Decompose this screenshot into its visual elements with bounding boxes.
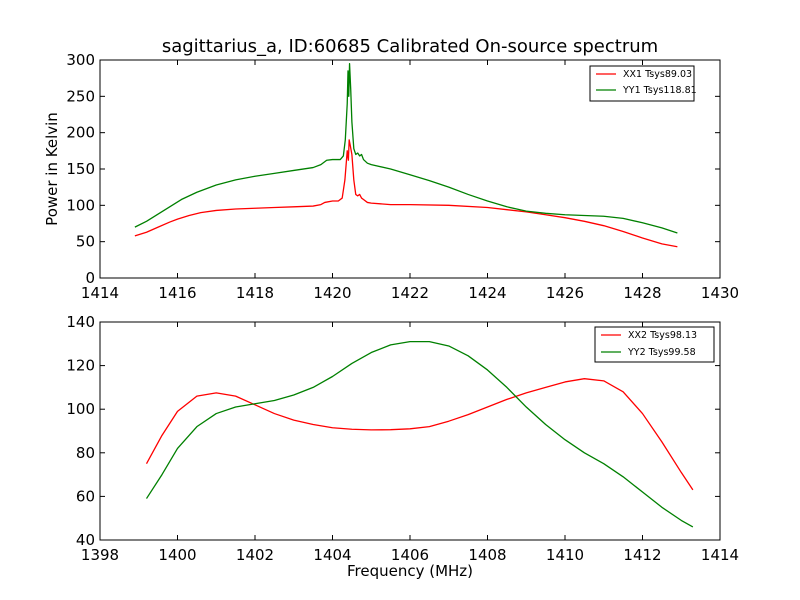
legend-label-xx1: XX1 Tsys89.03: [623, 69, 692, 80]
x-tick-label: 1402: [236, 546, 274, 564]
top-series-lines: [134, 62, 678, 248]
x-tick-label: 1410: [546, 546, 584, 564]
y-tick-label: 0: [85, 269, 95, 287]
x-tick-label: 1424: [468, 284, 506, 302]
y-tick-label: 250: [66, 87, 95, 105]
x-tick-label: 1400: [158, 546, 196, 564]
x-tick-label: 1404: [313, 546, 351, 564]
y-tick-label: 200: [66, 124, 95, 142]
y-tick-label: 140: [66, 313, 95, 331]
y-tick-label: 300: [66, 51, 95, 69]
top-legend-box: [589, 65, 695, 102]
x-tick-label: 1422: [391, 284, 429, 302]
top-spectrum-panel: sagittarius_a, ID:60685 Calibrated On-so…: [43, 36, 739, 302]
series-line: [145, 378, 694, 491]
y-tick-label: 100: [66, 196, 95, 214]
x-tick-label: 1428: [623, 284, 661, 302]
y-tick-label: 80: [76, 444, 95, 462]
legend-label-yy1: YY1 Tsys118.81: [622, 85, 697, 96]
legend-label-xx2: XX2 Tsys98.13: [628, 330, 697, 341]
legend-label-yy2: YY2 Tsys99.58: [627, 347, 696, 358]
bottom-series-lines: [145, 340, 694, 528]
top-axis-ticks: 1414 1416 1418 1420 1422 1424 1426 1428 1430 0 50 1…: [66, 51, 739, 302]
series-line: [134, 62, 678, 234]
y-tick-label: 40: [76, 531, 95, 549]
y-tick-label: 60: [76, 487, 95, 505]
x-tick-label: 1420: [313, 284, 351, 302]
y-tick-label: 100: [66, 400, 95, 418]
x-tick-label: 1414: [701, 546, 739, 564]
x-tick-label: 1418: [236, 284, 274, 302]
chart-title: sagittarius_a, ID:60685 Calibrated On-so…: [162, 36, 658, 57]
bottom-axis-ticks: 1398 1400 1402 1404 1406 1408 1410 1412 1414 40 60…: [66, 313, 739, 564]
bottom-legend: XX2 Tsys98.13 YY2 Tsys99.58: [594, 326, 715, 363]
x-tick-label: 1406: [391, 546, 429, 564]
top-legend: XX1 Tsys89.03 YY1 Tsys118.81: [589, 65, 697, 102]
y-tick-label: 150: [66, 160, 95, 178]
x-tick-label: 1398: [81, 546, 119, 564]
series-line: [134, 139, 678, 248]
y-tick-label: 120: [66, 357, 95, 375]
x-tick-label: 1412: [623, 546, 661, 564]
x-tick-label: 1426: [546, 284, 584, 302]
y-tick-label: 50: [76, 233, 95, 251]
bottom-x-axis-label: Frequency (MHz): [347, 562, 473, 580]
x-tick-label: 1416: [158, 284, 196, 302]
x-tick-label: 1408: [468, 546, 506, 564]
series-line: [145, 340, 694, 528]
top-y-axis-label: Power in Kelvin: [43, 112, 61, 226]
bottom-legend-box: [594, 326, 715, 363]
x-tick-label: 1430: [701, 284, 739, 302]
bottom-spectrum-panel: Frequency (MHz) 1398 1400 1402 1404 1406 1408…: [66, 313, 739, 580]
x-tick-label: 1414: [81, 284, 119, 302]
